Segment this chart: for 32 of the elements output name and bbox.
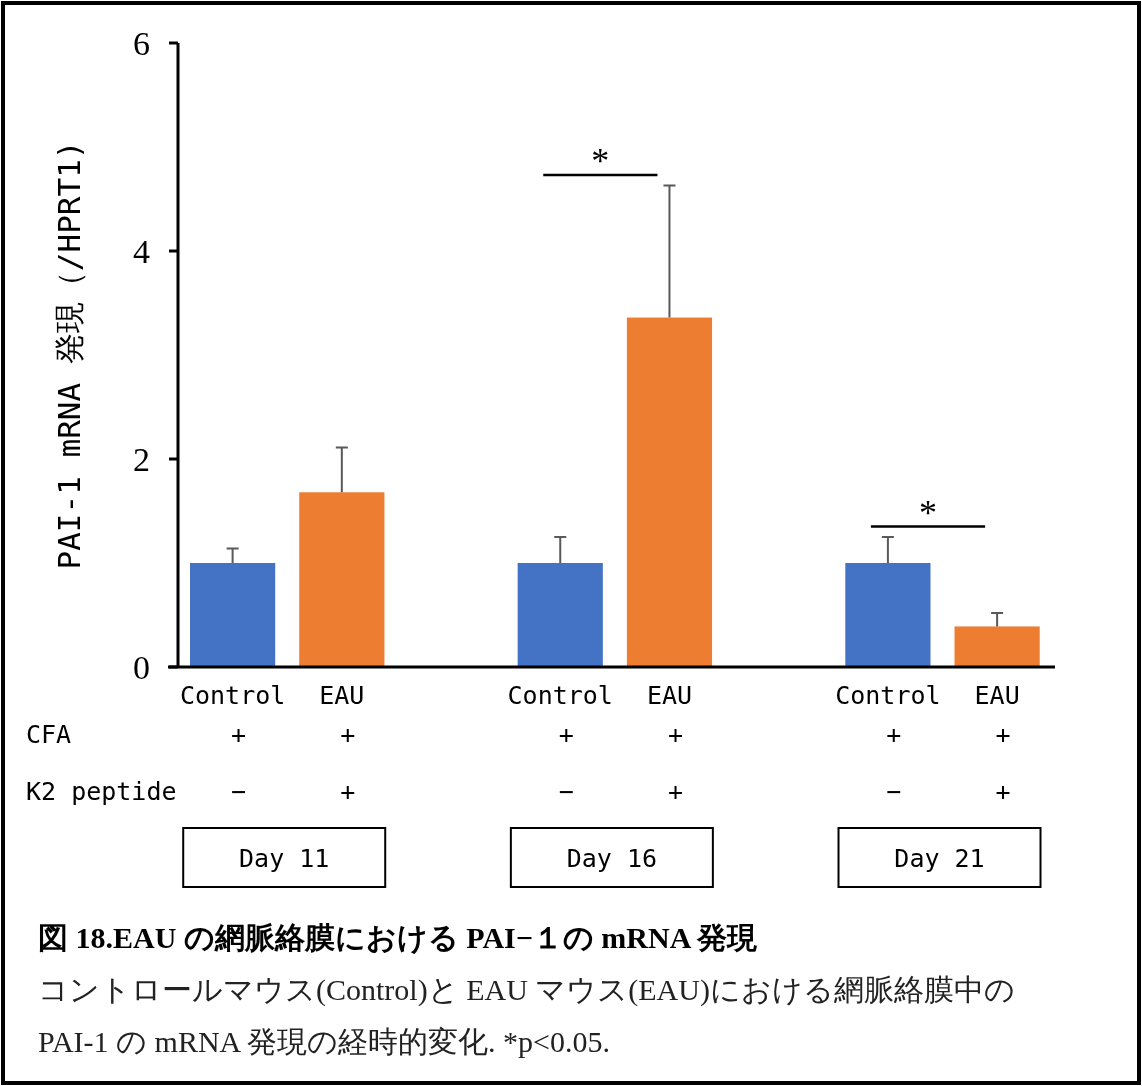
text: +: [995, 720, 1011, 749]
x-tick-label: Control: [835, 681, 941, 710]
y-tick-label: 4: [133, 233, 150, 270]
text: +: [886, 720, 902, 749]
x-tick-label: Control: [179, 681, 286, 710]
text: −: [231, 777, 247, 806]
y-tick-label: 0: [133, 649, 150, 686]
text: +: [340, 720, 356, 749]
text: −: [886, 777, 902, 806]
x-tick-label: Control: [507, 681, 613, 710]
text: +: [558, 720, 574, 749]
x-tick-label: EAU: [646, 681, 693, 710]
text: +: [995, 777, 1011, 806]
y-axis-title: PAI-1 mRNA 発現（/HPRT1): [51, 140, 87, 570]
text: コントロールマウス(Control)と EAU マウス(EAU)における網脈絡膜中の PAI-1 の mRNA 発現の経時的変化. *p<0.05.: [38, 972, 1016, 1060]
annotation: *: [591, 141, 610, 182]
x-tick-label: EAU: [974, 681, 1020, 710]
text: −: [558, 777, 574, 806]
text: Day 21: [894, 844, 985, 873]
y-tick-label: 2: [133, 441, 150, 478]
text: Day 11: [239, 844, 330, 873]
text: +: [231, 720, 247, 749]
text: +: [340, 777, 356, 806]
x-tick-label: EAU: [319, 681, 365, 710]
y-tick-label: 6: [133, 25, 150, 62]
annotation: *: [919, 492, 938, 533]
text: K2 peptide: [26, 777, 177, 806]
text: +: [667, 777, 683, 806]
text: CFA: [26, 720, 72, 749]
text: 図 18.EAU の網脈絡膜における PAI−１の mRNA 発現: [38, 920, 759, 956]
text: +: [667, 720, 683, 749]
text: Day 16: [566, 844, 658, 873]
